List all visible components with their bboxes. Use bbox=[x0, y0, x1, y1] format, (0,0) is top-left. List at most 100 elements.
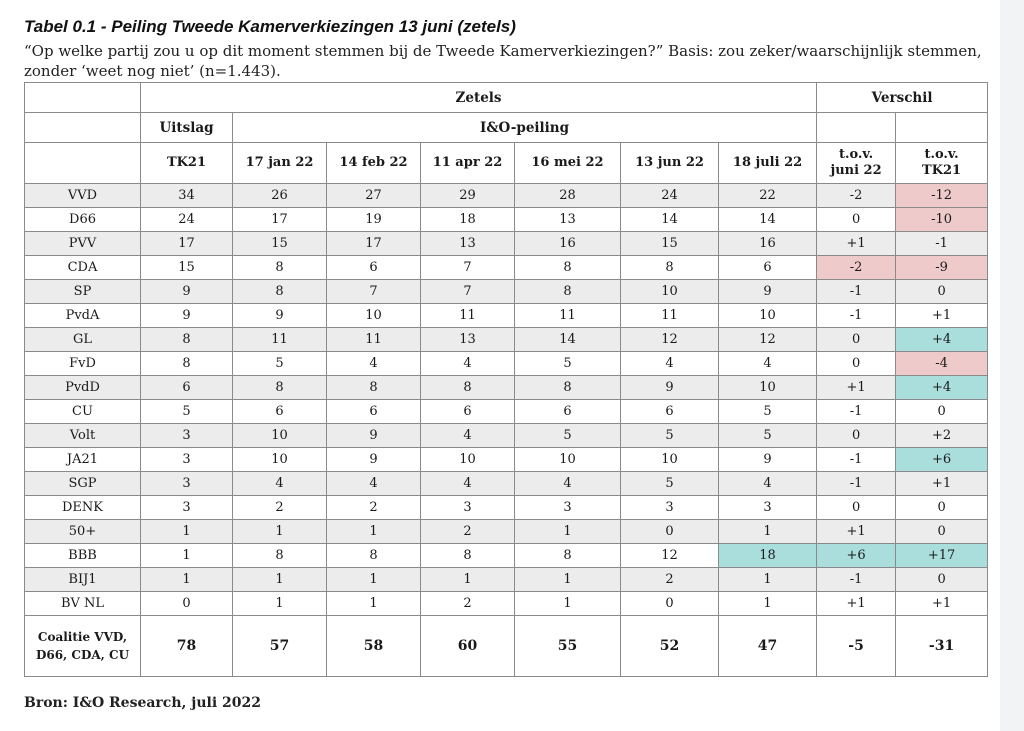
coalition-diff-juni: -5 bbox=[816, 615, 897, 677]
seat-value: 10 bbox=[232, 423, 327, 448]
seat-value: 13 bbox=[420, 327, 515, 352]
party-name: BIJ1 bbox=[24, 567, 141, 592]
seat-value: 9 bbox=[717, 447, 818, 472]
seat-value: 1 bbox=[232, 567, 327, 592]
party-name: SGP bbox=[24, 471, 141, 496]
seat-value: 2 bbox=[326, 495, 421, 520]
header-peiling: I&O-peiling bbox=[231, 112, 818, 143]
header-empty-cell bbox=[24, 112, 141, 143]
diff-juni-value: -1 bbox=[816, 399, 897, 424]
seat-value: 4 bbox=[420, 351, 515, 376]
seat-value: 4 bbox=[420, 471, 515, 496]
seat-value: 12 bbox=[620, 327, 719, 352]
diff-tk21-value: 0 bbox=[895, 567, 989, 592]
diff-juni-value: 0 bbox=[816, 423, 897, 448]
seat-value: 4 bbox=[717, 471, 818, 496]
seat-value: 6 bbox=[232, 399, 327, 424]
seat-value: 8 bbox=[232, 375, 327, 400]
seat-value: 0 bbox=[620, 591, 719, 616]
diff-tk21-value: -4 bbox=[895, 351, 989, 376]
header-date: 17 jan 22 bbox=[232, 142, 327, 184]
header-empty-cell bbox=[816, 112, 897, 143]
seat-value: 3 bbox=[420, 495, 515, 520]
header-diff-juni-line2: juni 22 bbox=[830, 163, 882, 178]
seat-value: 14 bbox=[717, 207, 818, 232]
seat-value: 1 bbox=[717, 591, 818, 616]
seat-value: 0 bbox=[140, 591, 233, 616]
diff-tk21-value: 0 bbox=[895, 399, 989, 424]
seat-value: 1 bbox=[326, 567, 421, 592]
party-name: SP bbox=[24, 279, 141, 304]
seat-value: 2 bbox=[620, 567, 719, 592]
party-name: Volt bbox=[24, 423, 141, 448]
seat-value: 3 bbox=[140, 495, 233, 520]
coalition-row: Coalitie VVD, D66, CDA, CU 78 57 58 60 55 52 47… bbox=[24, 615, 989, 677]
diff-tk21-value: +4 bbox=[895, 375, 989, 400]
diff-tk21-value: -1 bbox=[895, 231, 989, 256]
seat-value: 9 bbox=[620, 375, 719, 400]
diff-juni-value: -1 bbox=[816, 303, 897, 328]
seat-value: 10 bbox=[232, 447, 327, 472]
coalition-seat-value: 78 bbox=[140, 615, 233, 677]
table-title: Tabel 0.1 - Peiling Tweede Kamerverkiezi… bbox=[24, 17, 516, 36]
table-row: JA21 3 10 9 10 10 10 9 -1 +6 bbox=[24, 447, 989, 472]
seat-value: 1 bbox=[140, 567, 233, 592]
diff-juni-value: 0 bbox=[816, 327, 897, 352]
coalition-seat-value: 60 bbox=[420, 615, 515, 677]
table-row: PVV 17 15 17 13 16 15 16 +1 -1 bbox=[24, 231, 989, 256]
diff-juni-value: -2 bbox=[816, 183, 897, 208]
coalition-diff-tk21: -31 bbox=[895, 615, 989, 677]
table-row: GL 8 11 11 13 14 12 12 0 +4 bbox=[24, 327, 989, 352]
table-row: 50+ 1 1 1 2 1 0 1 +1 0 bbox=[24, 519, 989, 544]
seat-value: 0 bbox=[620, 519, 719, 544]
table-row: BV NL 0 1 1 2 1 0 1 +1 +1 bbox=[24, 591, 989, 616]
header-diff-tk21: t.o.v. TK21 bbox=[895, 142, 989, 184]
diff-tk21-value: +17 bbox=[895, 543, 989, 568]
seat-value: 1 bbox=[232, 591, 327, 616]
seat-value: 7 bbox=[326, 279, 421, 304]
seat-value: 5 bbox=[514, 423, 621, 448]
party-name: VVD bbox=[24, 183, 141, 208]
seat-value: 7 bbox=[420, 279, 515, 304]
diff-juni-value: -1 bbox=[816, 279, 897, 304]
seat-value: 11 bbox=[232, 327, 327, 352]
seat-value: 1 bbox=[326, 591, 421, 616]
seat-value: 1 bbox=[717, 567, 818, 592]
seat-value: 8 bbox=[420, 375, 515, 400]
diff-juni-value: +1 bbox=[816, 591, 897, 616]
seat-value: 8 bbox=[232, 279, 327, 304]
seat-value: 27 bbox=[326, 183, 421, 208]
seat-value: 4 bbox=[420, 423, 515, 448]
seat-value: 10 bbox=[326, 303, 421, 328]
coalition-label: Coalitie VVD, D66, CDA, CU bbox=[24, 615, 141, 677]
table-body: VVD 34 26 27 29 28 24 22 -2 -12 D66 24 17 19 18 13 14 14 0… bbox=[24, 183, 989, 677]
diff-tk21-value: +1 bbox=[895, 303, 989, 328]
header-empty-cell bbox=[24, 82, 141, 113]
header-empty-cell bbox=[24, 142, 141, 184]
seat-value: 8 bbox=[620, 255, 719, 280]
diff-juni-value: -1 bbox=[816, 567, 897, 592]
seat-value: 8 bbox=[140, 327, 233, 352]
diff-juni-value: -1 bbox=[816, 447, 897, 472]
header-zetels: Zetels bbox=[139, 82, 818, 113]
table-row: DENK 3 2 2 3 3 3 3 0 0 bbox=[24, 495, 989, 520]
seat-value: 8 bbox=[514, 279, 621, 304]
table-row: PvdA 9 9 10 11 11 11 10 -1 +1 bbox=[24, 303, 989, 328]
seat-value: 10 bbox=[420, 447, 515, 472]
diff-juni-value: 0 bbox=[816, 495, 897, 520]
table-row: SP 9 8 7 7 8 10 9 -1 0 bbox=[24, 279, 989, 304]
header-verschil: Verschil bbox=[816, 82, 989, 113]
diff-juni-value: +1 bbox=[816, 375, 897, 400]
diff-tk21-value: -12 bbox=[895, 183, 989, 208]
seat-value: 14 bbox=[620, 207, 719, 232]
seat-value: 8 bbox=[514, 375, 621, 400]
seat-value: 15 bbox=[232, 231, 327, 256]
header-empty-cell bbox=[895, 112, 989, 143]
party-name: PvdD bbox=[24, 375, 141, 400]
header-date: 16 mei 22 bbox=[514, 142, 621, 184]
seat-value: 8 bbox=[514, 255, 621, 280]
header-diff-juni: t.o.v. juni 22 bbox=[816, 142, 897, 184]
coalition-seat-value: 58 bbox=[326, 615, 421, 677]
coalition-seat-value: 47 bbox=[717, 615, 818, 677]
diff-juni-value: +1 bbox=[816, 519, 897, 544]
